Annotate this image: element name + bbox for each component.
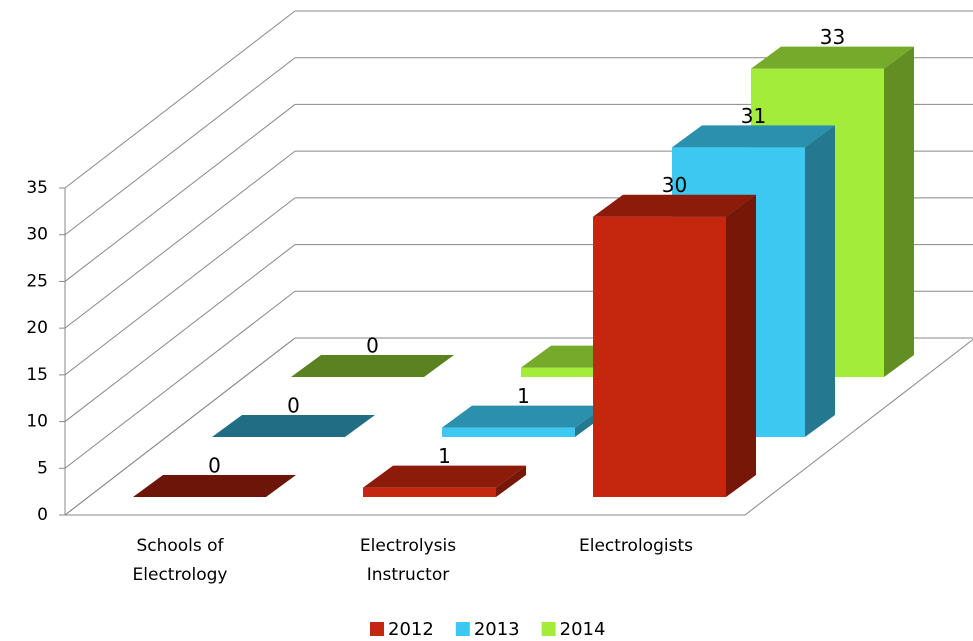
bar-front [521, 367, 654, 377]
bar-side [805, 125, 835, 437]
x-tick-label-box: Schools of Electrology [132, 536, 228, 585]
bar [593, 194, 756, 497]
y-tick-label: 35 [26, 178, 48, 198]
y-tick-label: 20 [26, 318, 48, 338]
value-label: 1 [517, 384, 530, 408]
x-tick-label: Electrolysis Instructor [359, 536, 457, 585]
y-tick-label: 25 [26, 271, 48, 291]
value-label: 0 [287, 394, 300, 418]
grid-line [64, 337, 296, 516]
bar-side [884, 46, 914, 377]
value-label: 33 [820, 25, 845, 49]
grid-line [64, 197, 296, 376]
bar-top [442, 405, 605, 428]
grid-line [64, 10, 296, 189]
value-label: 31 [741, 104, 766, 128]
bar [442, 405, 605, 437]
grid-line [64, 244, 296, 422]
bar-top [363, 465, 526, 488]
grid-line [64, 104, 296, 282]
value-label: 0 [366, 334, 379, 358]
legend-label: 2014 [560, 619, 606, 640]
y-tick-label: 10 [26, 412, 48, 432]
value-label: 0 [208, 454, 221, 478]
legend-label: 2013 [474, 619, 520, 640]
x-tick-label: Electrologists [579, 536, 693, 556]
legend-swatch [370, 622, 384, 636]
x-tick-label-box: Electrologists [579, 536, 693, 556]
bar-top [593, 194, 756, 217]
bar-side [496, 465, 526, 497]
y-tick-label: 5 [37, 458, 48, 478]
legend-swatch [541, 622, 556, 636]
value-label: 1 [438, 444, 451, 468]
bar-side [726, 194, 756, 497]
bar [212, 415, 375, 437]
legend-label: 2012 [388, 619, 434, 640]
bar [363, 465, 526, 497]
value-label: 30 [662, 173, 687, 197]
bar-top [133, 475, 296, 497]
bar-front [442, 427, 575, 437]
bar-top [291, 355, 454, 377]
legend-swatch [455, 622, 470, 636]
bar-front [363, 487, 496, 497]
bar-front [593, 216, 726, 497]
y-tick-label: 15 [26, 365, 48, 385]
bar [133, 475, 296, 497]
bar-top [751, 46, 914, 69]
x-tick-label: Schools of Electrology [132, 536, 228, 585]
x-tick-label-box: Electrolysis Instructor [359, 536, 457, 585]
bar [291, 355, 454, 377]
grid-line [64, 57, 296, 236]
y-tick-label: 30 [26, 225, 48, 245]
bar-top [212, 415, 375, 437]
grid-line [64, 290, 296, 469]
grid-line [64, 150, 296, 329]
y-tick-label: 0 [37, 505, 48, 525]
bar-top [672, 125, 835, 148]
